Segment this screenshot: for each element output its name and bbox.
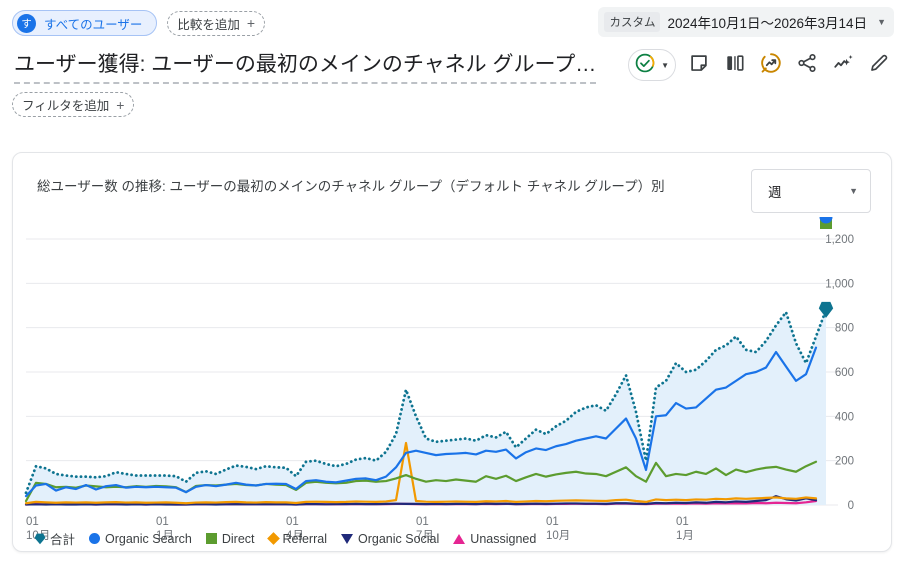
x-axis-tick-day: 01: [286, 516, 299, 528]
legend-marker-pentagon-icon: [34, 533, 46, 545]
x-axis-tick-day: 01: [156, 516, 169, 528]
x-axis-tick-day: 01: [416, 516, 429, 528]
share-icon: [796, 52, 818, 79]
legend-marker-square-icon: [205, 533, 217, 544]
add-filter-button[interactable]: フィルタを追加 +: [12, 92, 135, 117]
audience-avatar: す: [17, 13, 36, 33]
legend-item[interactable]: 合計: [34, 529, 75, 548]
legend-marker-triangle-down-icon: [341, 533, 353, 544]
compare-view-button[interactable]: [718, 48, 752, 82]
legend-label: 合計: [50, 533, 76, 547]
chart-title: 総ユーザー数 の推移: ユーザーの最初のメインのチャネル グループ（デフォルト …: [37, 179, 665, 194]
audience-chip-label: すべてのユーザー: [44, 17, 143, 32]
chart-card: 総ユーザー数 の推移: ユーザーの最初のメインのチャネル グループ（デフォルト …: [12, 152, 892, 552]
legend-item[interactable]: Organic Search: [89, 532, 192, 546]
page-title: ユーザー獲得: ユーザーの最初のメインのチャネル グループ…: [14, 52, 597, 85]
y-axis-tick: 0: [848, 500, 854, 512]
add-comparison-button[interactable]: 比較を追加 +: [167, 10, 266, 36]
x-axis-tick-month: 1月: [156, 530, 174, 542]
series-line: [24, 308, 828, 495]
date-range-value: 2024年10月1日〜2026年3月14日: [667, 16, 868, 31]
compare-icon: [724, 52, 746, 79]
edit-button[interactable]: [862, 48, 896, 82]
series-end-marker: [819, 217, 833, 224]
x-axis-tick-month: 4月: [286, 530, 304, 542]
time-series-chart[interactable]: 0 200 400 600 800 1,000 1,200 01 10月 01 1月 01 4月 01 7月…: [13, 217, 891, 547]
x-axis-tick-day: 01: [546, 516, 559, 528]
insights-button[interactable]: [754, 48, 788, 82]
total-area-fill: [26, 309, 826, 505]
series-line: [24, 346, 818, 498]
add-comparison-label: 比較を追加: [177, 17, 240, 32]
legend-marker-diamond-icon: [266, 532, 280, 545]
x-axis-tick-month: 10月: [546, 530, 570, 542]
note-icon: [688, 52, 710, 79]
pencil-icon: [868, 52, 890, 79]
legend-label: Unassigned: [470, 531, 537, 546]
series-end-marker: [818, 301, 834, 318]
legend-item[interactable]: Unassigned: [453, 532, 536, 546]
x-axis-tick-month: 1月: [676, 530, 694, 542]
legend-item[interactable]: Referral: [266, 531, 327, 546]
chevron-down-icon: ▼: [849, 186, 858, 196]
y-axis-tick: 200: [835, 456, 854, 468]
share-button[interactable]: [790, 48, 824, 82]
legend-marker-triangle-up-icon: [453, 533, 466, 544]
chevron-down-icon: ▼: [661, 60, 669, 70]
granularity-select[interactable]: 週 ▼: [751, 169, 871, 213]
sparkle-chart-icon: [832, 51, 855, 79]
legend-label: Direct: [221, 531, 255, 546]
legend-item[interactable]: Organic Social: [341, 532, 439, 546]
check-circle-icon: [634, 52, 656, 79]
filter-row: フィルタを追加 +: [0, 90, 904, 124]
chart-area: 0 200 400 600 800 1,000 1,200 01 10月 01 1月 01 4月 01 7月…: [13, 217, 891, 547]
y-axis-tick: 1,000: [825, 278, 854, 290]
legend-item[interactable]: Direct: [205, 531, 255, 546]
x-axis-tick-day: 01: [676, 516, 689, 528]
chart-legend: 合計 Organic Search Direct Referral Organic So…: [34, 529, 536, 548]
plus-icon: +: [246, 15, 256, 31]
legend-marker-circle-icon: [89, 533, 101, 544]
chart-card-header: 総ユーザー数 の推移: ユーザーの最初のメインのチャネル グループ（デフォルト …: [13, 153, 891, 213]
add-filter-label: フィルタを追加: [22, 99, 110, 113]
ai-insights-button[interactable]: [826, 48, 860, 82]
chevron-down-icon: ▼: [877, 17, 886, 27]
audience-chip[interactable]: す すべてのユーザー: [12, 10, 158, 36]
title-row: ユーザー獲得: ユーザーの最初のメインのチャネル グループ… ▼: [0, 46, 904, 90]
insights-icon: [759, 51, 783, 80]
y-axis-tick: 1,200: [825, 234, 854, 246]
series-line: [24, 441, 818, 505]
legend-label: Organic Social: [358, 531, 440, 546]
top-toolbar: す すべてのユーザー 比較を追加 + カスタム 2024年10月1日〜2026年…: [0, 0, 904, 46]
add-note-button[interactable]: [682, 48, 716, 82]
date-range-tag: カスタム: [604, 12, 661, 32]
legend-label: Referral: [282, 531, 327, 546]
y-axis-tick: 400: [835, 411, 854, 423]
series-line: [24, 495, 818, 506]
x-axis-tick-day: 01: [26, 516, 39, 528]
y-axis-tick: 600: [835, 367, 854, 379]
date-range-selector[interactable]: カスタム 2024年10月1日〜2026年3月14日 ▼: [598, 7, 894, 37]
granularity-value: 週: [768, 185, 782, 200]
plus-icon: +: [116, 96, 125, 113]
x-axis-tick-month: 7月: [416, 530, 434, 542]
report-actions: ▼: [628, 48, 896, 82]
legend-label: Organic Search: [105, 531, 192, 546]
data-quality-status-button[interactable]: ▼: [628, 49, 676, 81]
y-axis-tick: 800: [835, 323, 854, 335]
